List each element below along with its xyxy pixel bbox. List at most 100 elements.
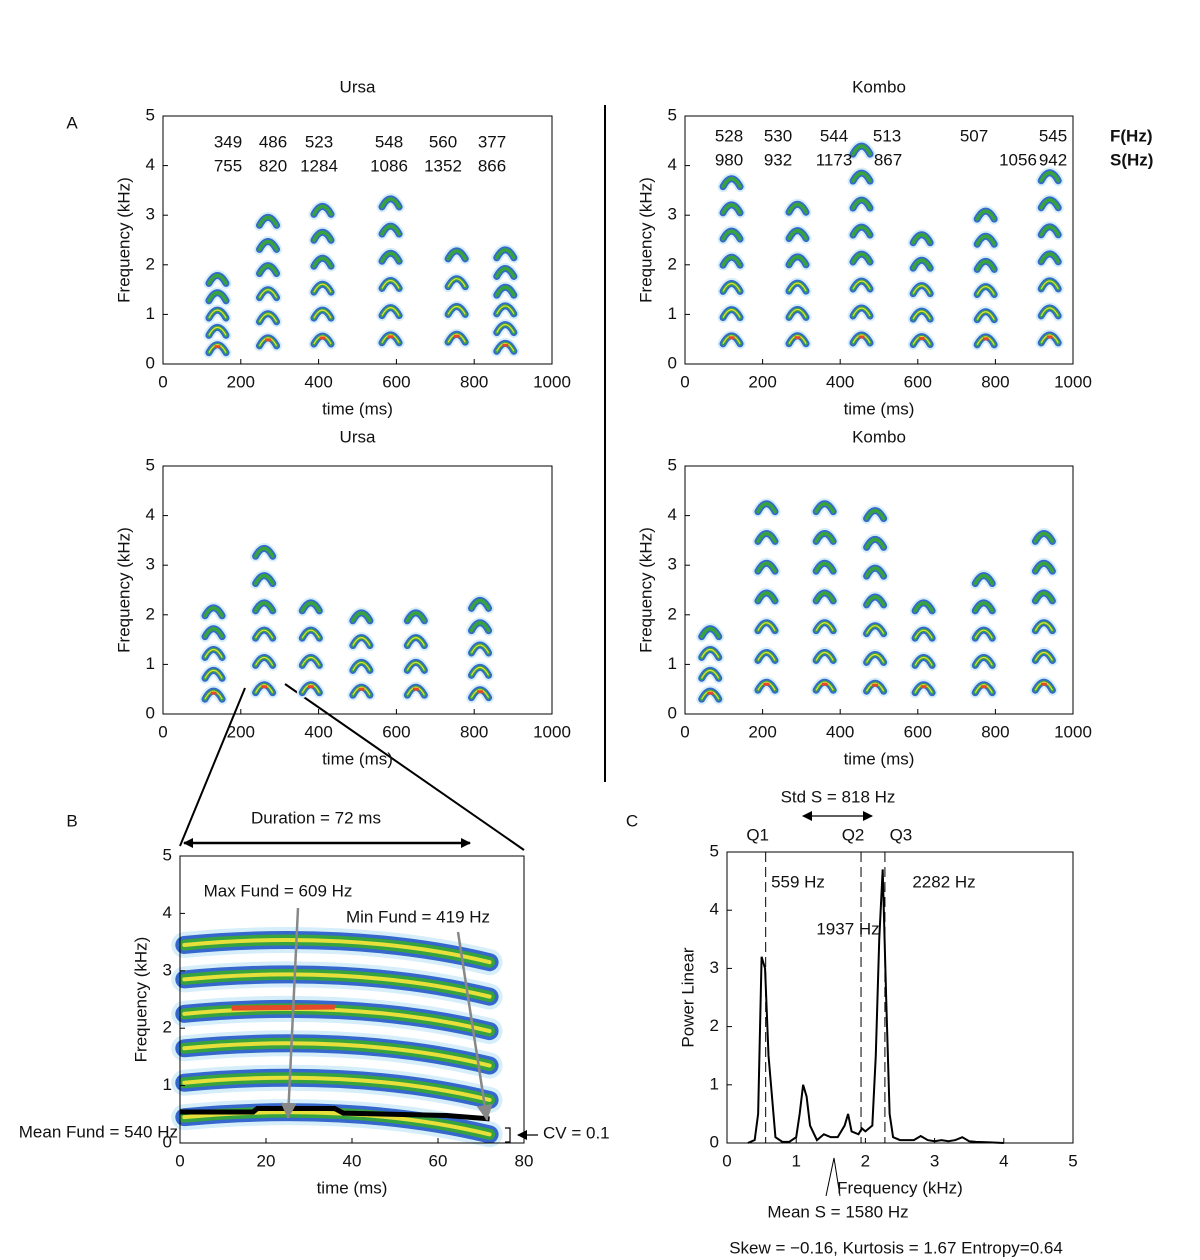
spectrogram-image <box>717 140 1064 351</box>
harmonic-core <box>788 282 807 292</box>
x-tick-label: 1000 <box>533 722 571 741</box>
harmonic <box>380 197 401 209</box>
harmonic-core <box>815 622 834 631</box>
x-tick-label: 1000 <box>1054 722 1092 741</box>
x-tick-label: 400 <box>826 722 854 741</box>
harmonic <box>380 251 401 263</box>
harmonic <box>495 285 516 297</box>
panel-label: C <box>626 811 638 830</box>
f-value: 507 <box>960 126 988 145</box>
mean-label: Mean S = 1580 Hz <box>767 1202 908 1221</box>
harmonic <box>973 573 995 586</box>
zoom-line <box>179 687 246 847</box>
harmonic <box>257 263 279 276</box>
harmonic <box>203 626 224 639</box>
s-value: 1173 <box>816 150 853 169</box>
y-tick-label: 0 <box>163 1132 172 1151</box>
x-tick-label: 0 <box>722 1151 731 1170</box>
harmonic-band <box>182 1006 492 1034</box>
x-tick-label: 800 <box>981 372 1009 391</box>
harmonic <box>756 591 777 603</box>
harmonic-core <box>866 653 885 663</box>
spectrogram-image <box>203 193 520 359</box>
x-axis-label: time (ms) <box>322 749 393 768</box>
zoom-line <box>284 683 525 851</box>
harmonic <box>721 176 742 189</box>
harmonic-core <box>722 282 741 292</box>
harmonic-core <box>788 335 807 344</box>
x-tick-label: 600 <box>904 372 932 391</box>
harmonic <box>721 203 742 215</box>
s-value: 1352 <box>424 156 462 175</box>
power-spectrum <box>747 869 1004 1144</box>
harmonic <box>469 598 491 611</box>
cv-bracket <box>505 1127 511 1143</box>
harmonic-core <box>852 280 871 290</box>
x-tick-label: 400 <box>304 372 332 391</box>
y-tick-label: 1 <box>163 1075 172 1094</box>
f-value: 528 <box>715 126 743 145</box>
harmonic-core <box>255 684 274 693</box>
f-value: 544 <box>820 126 848 145</box>
harmonic-core <box>1034 622 1053 631</box>
x-axis-label: Frequency (kHz) <box>837 1178 963 1197</box>
harmonic <box>787 255 808 267</box>
harmonic-core <box>701 690 720 700</box>
harmonic <box>312 204 333 217</box>
harmonic-core <box>204 648 223 658</box>
harmonic <box>756 561 777 573</box>
harmonic <box>1039 171 1061 183</box>
harmonic-core <box>381 334 400 344</box>
min-fund-label: Min Fund = 419 Hz <box>346 907 490 926</box>
harmonic-band <box>182 937 492 965</box>
y-axis-label: Frequency (kHz) <box>114 177 133 303</box>
f-value: 530 <box>764 126 792 145</box>
x-tick-label: 800 <box>460 372 488 391</box>
y-axis-label: Power Linear <box>678 947 697 1048</box>
max-fund-label: Max Fund = 609 Hz <box>204 881 353 900</box>
x-tick-label: 1 <box>791 1151 800 1170</box>
harmonic-core <box>470 689 490 698</box>
harmonic <box>721 229 742 241</box>
harmonic-core <box>974 684 993 693</box>
y-tick-label: 0 <box>668 353 677 372</box>
panel-title: Ursa <box>340 77 376 96</box>
plot-frame <box>684 465 1074 715</box>
harmonic-core <box>1034 681 1053 691</box>
harmonic <box>864 566 886 578</box>
harmonic-core <box>496 324 515 333</box>
harmonic-core <box>301 629 320 639</box>
x-tick-label: 600 <box>382 722 410 741</box>
harmonic-core <box>258 337 278 347</box>
panel-title: Kombo <box>852 77 906 96</box>
y-tick-label: 0 <box>710 1132 719 1151</box>
harmonic-core <box>406 686 425 696</box>
harmonic-core <box>1040 307 1059 317</box>
y-tick-label: 3 <box>146 555 155 574</box>
y-tick-label: 0 <box>146 353 155 372</box>
harmonic-core <box>208 326 227 336</box>
harmonic-core <box>406 661 425 671</box>
harmonic-core <box>381 279 400 289</box>
x-tick-label: 1000 <box>1054 372 1092 391</box>
harmonic-band <box>182 1041 492 1068</box>
y-tick-label: 5 <box>163 845 172 864</box>
panel-label: B <box>66 811 77 830</box>
harmonic <box>312 230 333 242</box>
harmonic <box>300 601 322 613</box>
harmonic <box>975 234 996 246</box>
x-tick-label: 4 <box>999 1151 1008 1170</box>
harmonic <box>851 198 872 210</box>
harmonic-core <box>204 669 223 679</box>
harmonic <box>721 255 742 267</box>
harmonic <box>973 601 995 613</box>
spectrogram-image <box>171 926 503 1148</box>
harmonic <box>814 561 835 573</box>
harmonic-core <box>208 309 227 319</box>
harmonic <box>351 611 372 623</box>
mean-marker <box>825 1157 841 1197</box>
x-tick-label: 0 <box>680 722 689 741</box>
harmonic-peak <box>231 1004 335 1011</box>
y-tick-label: 5 <box>146 455 155 474</box>
